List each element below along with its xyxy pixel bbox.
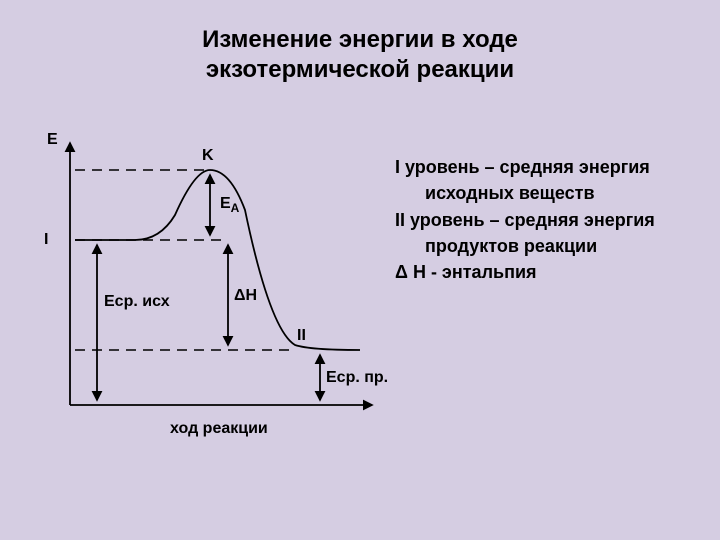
legend-block: I уровень – средняя энергия исходных вещ…	[395, 155, 705, 286]
energy-diagram: E K EA I II Еср. исх Еср. пр. ΔH ход реа…	[50, 135, 400, 455]
e-axis-label: E	[47, 131, 58, 149]
legend-line-1b: исходных веществ	[395, 181, 705, 205]
k-label: K	[202, 147, 214, 165]
x-axis-label: ход реакции	[170, 420, 268, 438]
ea-label: EA	[220, 195, 239, 215]
e-start-label: Еср. исх	[104, 293, 170, 311]
delta-h-label: ΔH	[234, 287, 257, 305]
title-line-1: Изменение энергии в ходе	[202, 26, 518, 53]
level-1-label: I	[44, 231, 48, 249]
diagram-title: Изменение энергии в ходе экзотермической…	[0, 0, 720, 85]
legend-line-2: II уровень – средняя энергия	[395, 208, 705, 232]
title-line-2: экзотермической реакции	[206, 56, 514, 83]
legend-line-3: Δ H - энтальпия	[395, 260, 705, 284]
e-end-label: Еср. пр.	[326, 369, 388, 387]
legend-line-1: I уровень – средняя энергия	[395, 155, 705, 179]
legend-line-2b: продуктов реакции	[395, 234, 705, 258]
level-2-label: II	[297, 327, 306, 345]
